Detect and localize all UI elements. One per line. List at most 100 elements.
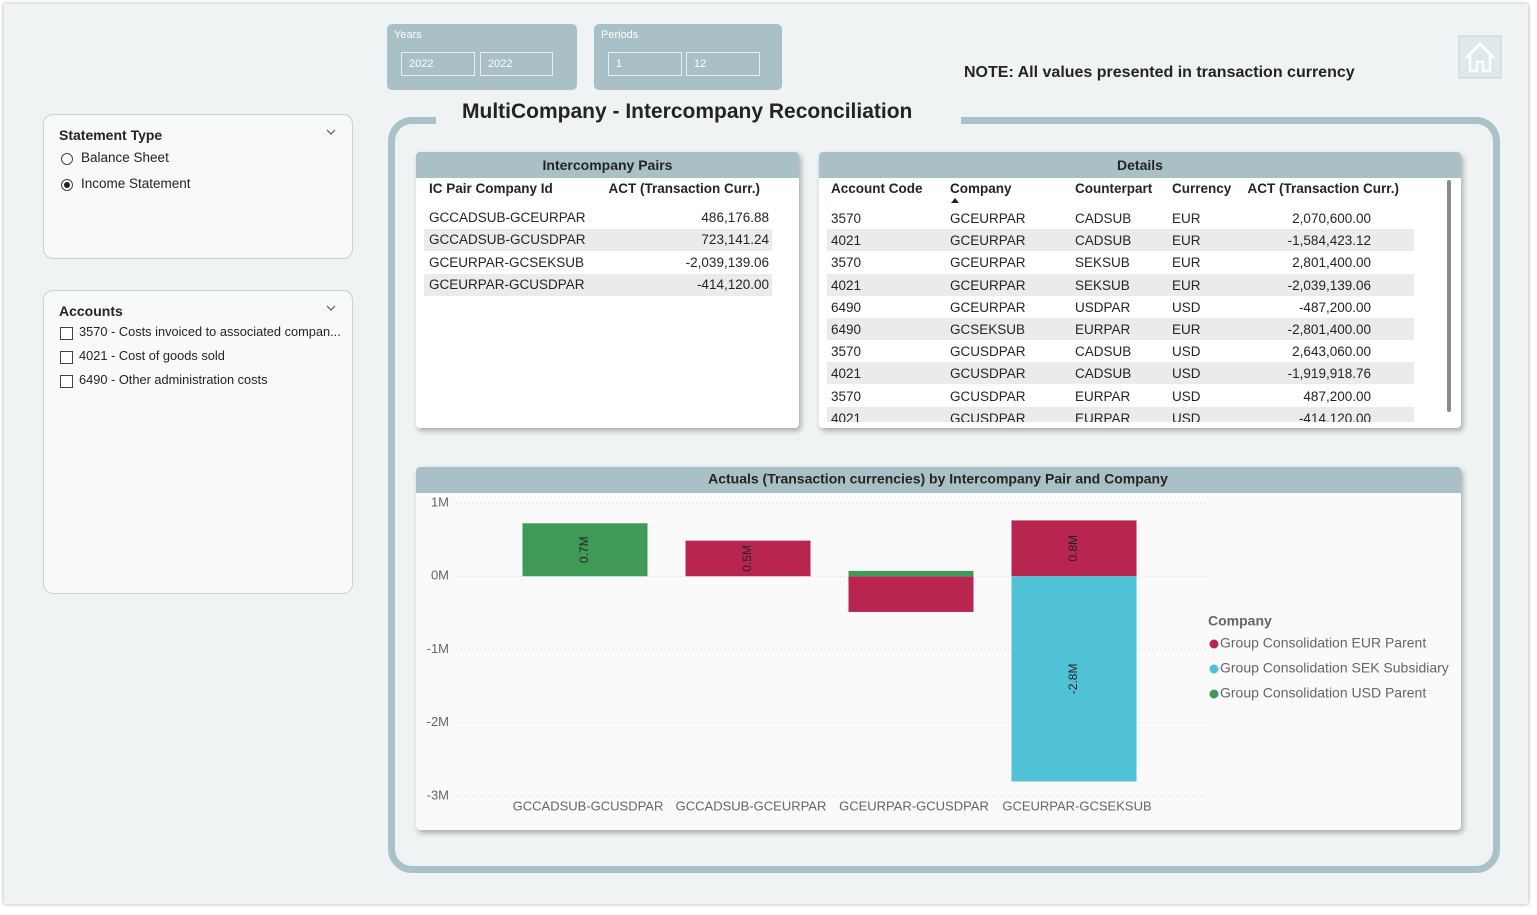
table-cell: GCEURPAR-GCSEKSUB — [429, 254, 585, 270]
row-band — [827, 229, 1414, 252]
table-cell: -1,584,423.12 — [1287, 233, 1371, 249]
bar — [848, 576, 974, 612]
table-cell: USD — [1172, 410, 1201, 422]
table-cell: GCUSDPAR — [950, 388, 1026, 404]
x-tick-label: GCEURPAR-GCSEKSUB — [1002, 798, 1151, 813]
legend-marker — [1209, 664, 1219, 674]
table-cell: EURPAR — [1075, 322, 1131, 337]
chart-header — [416, 467, 1461, 493]
table-cell: 486,176.88 — [701, 210, 769, 225]
table-cell: GCEURPAR-GCUSDPAR — [429, 276, 585, 292]
table-cell: EUR — [1172, 255, 1201, 271]
table-cell: SEKSUB — [1075, 255, 1130, 271]
column-header[interactable]: IC Pair Company Id — [429, 181, 553, 196]
page-title: MultiCompany - Intercompany Reconciliati… — [462, 100, 913, 123]
checkbox-label[interactable]: 4021 - Cost of goods sold — [79, 348, 225, 363]
table-cell: GCEURPAR — [950, 255, 1026, 271]
radio-dot — [64, 182, 70, 188]
table-cell: -414,120.00 — [696, 276, 769, 292]
radio-label[interactable]: Income Statement — [81, 176, 191, 191]
table-title: Details — [819, 152, 1461, 178]
scrollbar[interactable] — [1447, 180, 1451, 412]
column-header[interactable]: Counterpart — [1075, 181, 1153, 196]
table-cell: EUR — [1172, 233, 1201, 249]
filter-input[interactable]: 2022 — [480, 52, 553, 76]
legend-label: Group Consolidation EUR Parent — [1220, 635, 1426, 651]
table-cell: -2,039,139.06 — [1287, 277, 1371, 293]
table-cell: GCUSDPAR — [950, 366, 1026, 382]
table-cell: CADSUB — [1075, 211, 1132, 226]
column-header[interactable]: Currency — [1172, 181, 1232, 196]
table-cell: 3570 — [831, 344, 862, 360]
y-tick-label: 1M — [431, 494, 449, 509]
filter-label: Years — [394, 29, 422, 41]
bar — [848, 570, 974, 577]
table-cell: CADSUB — [1075, 233, 1132, 249]
table-cell: 4021 — [831, 277, 862, 293]
table-cell: 2,643,060.00 — [1292, 344, 1371, 360]
chevron[interactable] — [326, 127, 336, 137]
table-cell: GCEURPAR — [950, 277, 1026, 293]
table-cell: -414,120.00 — [1298, 410, 1371, 422]
bar — [1011, 520, 1137, 577]
table-cell: USDPAR — [1075, 299, 1131, 315]
checkbox-label[interactable]: 3570 - Costs invoiced to associated comp… — [79, 324, 341, 339]
radio[interactable] — [61, 153, 73, 165]
column-header[interactable]: Account Code — [831, 181, 923, 196]
data-label: 0.8M — [1066, 535, 1080, 562]
table-cell: GCEURPAR — [950, 211, 1026, 226]
table-cell: GCSEKSUB — [950, 322, 1026, 337]
chevron[interactable] — [326, 303, 336, 313]
title-gap — [436, 98, 961, 132]
table-cell: EUR — [1172, 211, 1201, 226]
column-header[interactable]: Company — [950, 181, 1012, 196]
filter-input[interactable]: 12 — [686, 52, 760, 76]
periods-filter[interactable]: Periods 1 12 — [594, 24, 782, 90]
ic-pairs-table: Intercompany Pairs IC Pair Company Id ACT… — [416, 152, 799, 428]
years-filter[interactable]: Years 2022 2022 — [387, 24, 577, 90]
home-button[interactable] — [1458, 35, 1502, 79]
row-band — [827, 273, 1414, 296]
data-label: 0.5M — [740, 545, 754, 572]
table-cell: USD — [1172, 299, 1201, 315]
table-cell: 723,141.24 — [701, 232, 769, 248]
column-header[interactable]: ACT (Transaction Curr.) — [608, 181, 760, 196]
table-cell: -487,200.00 — [1298, 299, 1371, 315]
table-cell: EURPAR — [1075, 388, 1131, 404]
slicer-options: Balance Sheet Income Statement — [44, 115, 352, 258]
table-cell: USD — [1172, 366, 1201, 382]
chart: Actuals (Transaction currencies) by Inte… — [416, 467, 1461, 813]
bar — [1011, 576, 1137, 782]
table-cell: 4021 — [831, 410, 862, 422]
legend-marker — [1209, 689, 1219, 699]
table-cell: CADSUB — [1075, 366, 1132, 382]
table-cell: GCUSDPAR — [950, 344, 1026, 360]
table-cell: USD — [1172, 344, 1201, 360]
checkbox-label[interactable]: 6490 - Other administration costs — [79, 372, 268, 387]
table-title: Intercompany Pairs — [416, 152, 799, 178]
table-cell: 4021 — [831, 233, 862, 249]
table-body: 3570 GCEURPAR CADSUB EUR 2,070,600.00 4021 GCE… — [819, 207, 1439, 422]
table-cell: USD — [1172, 388, 1201, 404]
table-cell: 2,801,400.00 — [1292, 255, 1371, 271]
table-cell: CADSUB — [1075, 344, 1132, 360]
column-header[interactable]: ACT (Transaction Curr.) — [1247, 181, 1399, 196]
x-tick-label: GCCADSUB-GCUSDPAR — [513, 798, 664, 813]
row-band — [827, 318, 1414, 340]
legend-label: Group Consolidation USD Parent — [1220, 685, 1426, 701]
table-cell: -2,039,139.06 — [685, 254, 769, 270]
radio-label[interactable]: Balance Sheet — [81, 150, 169, 165]
details-table: Details 3570 GCEURPAR CADSUB EUR 2,070,600.0… — [819, 152, 1461, 428]
note: NOTE: All values presented in transactio… — [964, 64, 1355, 81]
bar — [522, 523, 648, 577]
table-cell: GCCADSUB-GCUSDPAR — [429, 232, 586, 248]
table-cell: -1,919,918.76 — [1287, 366, 1371, 382]
filter-input[interactable]: 1 — [608, 52, 682, 76]
table-cell: GCEURPAR — [950, 299, 1026, 315]
filter-input[interactable]: 2022 — [401, 52, 475, 76]
checkbox[interactable] — [60, 375, 73, 388]
checkbox[interactable] — [60, 327, 73, 340]
data-label: 0.7M — [577, 536, 591, 563]
checkbox[interactable] — [60, 351, 73, 364]
sort-indicator[interactable] — [950, 196, 960, 204]
